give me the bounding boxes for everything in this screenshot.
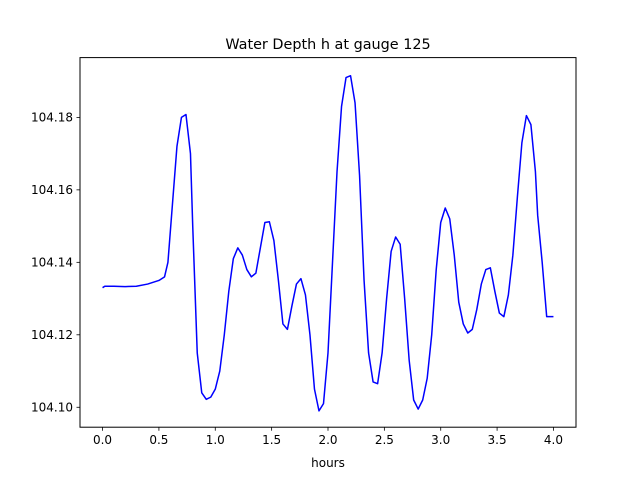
x-tick-label: 1.5: [262, 433, 281, 447]
plot-layer: [102, 74, 554, 412]
x-tick-label: 3.5: [488, 433, 507, 447]
x-tick-label: 2.5: [375, 433, 394, 447]
y-tick-label: 104.14: [31, 255, 73, 269]
x-tick-label: 3.0: [431, 433, 450, 447]
y-tick-label: 104.10: [31, 400, 73, 414]
y-tick-label: 104.12: [31, 328, 73, 342]
x-tick-label: 4.0: [544, 433, 563, 447]
x-axis-label: hours: [311, 456, 345, 470]
x-tick-label: 0.5: [149, 433, 168, 447]
chart-title: Water Depth h at gauge 125: [225, 37, 430, 53]
plot-frame: [79, 57, 577, 428]
tick-layer: 0.0 0.5 1.0 1.5 2.0 2.5 3.0 3.5 4.0 104.10 104.12 1…: [31, 110, 563, 447]
y-tick-label: 104.18: [31, 110, 73, 124]
x-tick-label: 0.0: [93, 433, 112, 447]
x-tick-label: 1.0: [206, 433, 225, 447]
series-line-0: [102, 74, 554, 412]
x-tick-label: 2.0: [318, 433, 337, 447]
y-tick-label: 104.16: [31, 183, 73, 197]
